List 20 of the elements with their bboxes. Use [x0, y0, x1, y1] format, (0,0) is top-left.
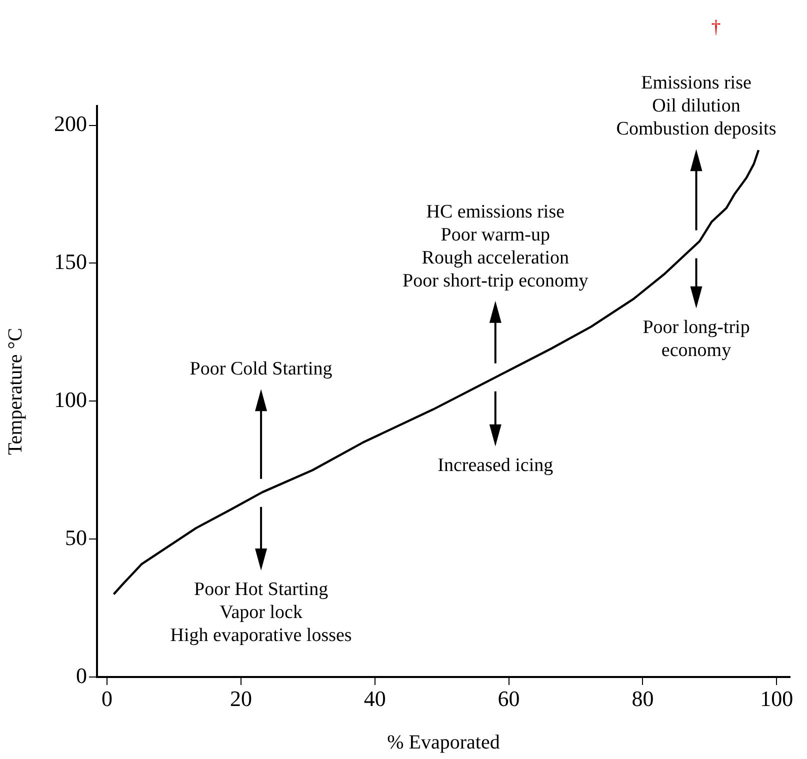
x-tick-label: 100 — [760, 686, 794, 711]
y-tick-label: 50 — [65, 524, 87, 550]
annotation: Poor Cold Starting — [190, 358, 333, 380]
x-tick-label: 40 — [364, 686, 386, 711]
x-tick-label: 20 — [230, 686, 252, 711]
annotation: Poor Hot Starting Vapor lock High evaporative losses — [170, 578, 352, 646]
y-tick-label: 100 — [54, 386, 87, 412]
annotation: HC emissions rise Poor warm-up Rough acceleration Poor short-trip economy — [402, 201, 589, 292]
y-tick-label: 150 — [54, 249, 87, 274]
y-tick-label: 0 — [76, 662, 87, 688]
text: † — [711, 16, 721, 38]
y-axis-title: Temperature °C — [4, 328, 26, 456]
x-tick-label: 0 — [102, 686, 113, 711]
x-tick-label: 80 — [632, 686, 654, 711]
annotation: Increased icing — [438, 454, 554, 476]
annotation: Poor long-trip economy — [642, 316, 750, 361]
y-tick-label: 200 — [54, 111, 87, 136]
x-tick-label: 60 — [498, 686, 520, 711]
x-axis-title: % Evaporated — [387, 731, 500, 754]
annotation: Emissions rise Oil dilution Combustion deposits — [616, 72, 776, 140]
